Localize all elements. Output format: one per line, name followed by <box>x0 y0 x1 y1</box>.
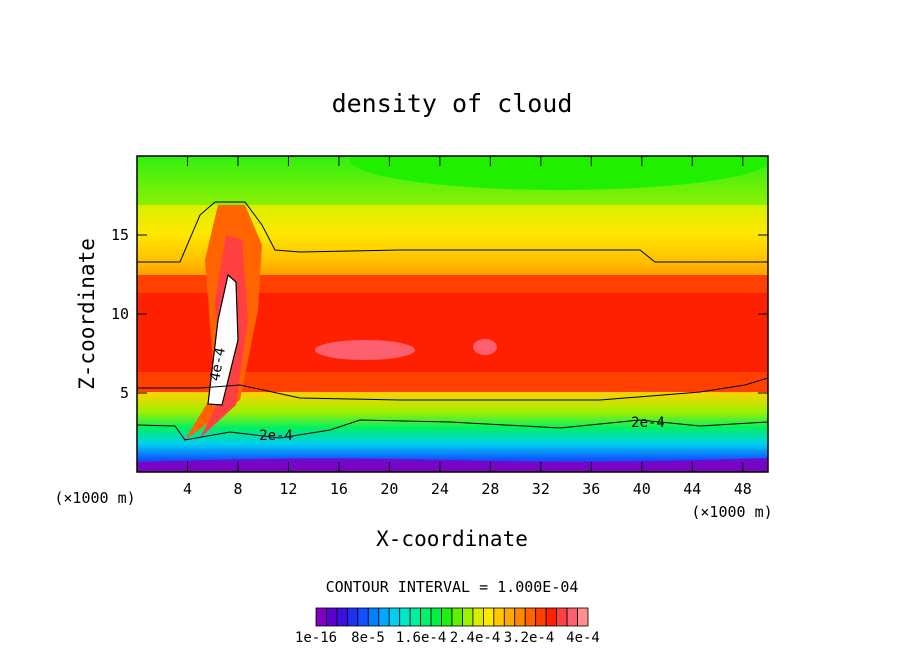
colorbar-swatch <box>503 607 516 627</box>
y-axis-label: Z-coordinate <box>75 238 99 390</box>
x-tick-label: 36 <box>582 480 600 498</box>
chart-title: density of cloud <box>332 89 573 118</box>
field-top-green-patch <box>350 156 768 190</box>
y-axis: 5 10 15 <box>111 226 768 402</box>
colorbar-swatch <box>357 607 369 627</box>
colorbar-swatch <box>378 607 390 627</box>
contour-2e4 <box>137 419 768 441</box>
colorbar-swatch <box>388 607 401 627</box>
y-tick-label: 10 <box>111 305 129 323</box>
x-tick-label: 40 <box>633 480 651 498</box>
x-tick-label: 24 <box>431 480 449 498</box>
x-axis-label: X-coordinate <box>376 527 528 551</box>
field-ground-band <box>137 458 768 472</box>
y-tick-label: 5 <box>120 384 129 402</box>
colorbar-label: 1.6e-4 <box>396 630 447 646</box>
x-tick-label: 32 <box>532 480 550 498</box>
y-tick-label: 15 <box>111 226 129 244</box>
contour-label-group: 4e-4 2e-4 2e-4 <box>207 346 665 444</box>
x-axis: 4 8 12 16 20 24 28 32 36 40 44 48 <box>183 156 752 498</box>
field-core-edge-top <box>137 275 768 293</box>
contour-label-2e4-right: 2e-4 <box>631 415 665 431</box>
x-tick-label: 20 <box>380 480 398 498</box>
colorbar-swatch <box>441 607 453 627</box>
colorbar-label: 4e-4 <box>566 630 600 646</box>
contour-interval-text: CONTOUR INTERVAL = 1.000E-04 <box>326 578 579 596</box>
x-tick-label: 28 <box>481 480 499 498</box>
colorbar-swatch <box>367 607 380 627</box>
x-tick-label: 12 <box>279 480 297 498</box>
colorbar-swatch <box>430 607 442 627</box>
colorbar-label: 8e-5 <box>351 630 385 646</box>
colorbar-swatch <box>472 607 484 627</box>
colorbar-label: 2.4e-4 <box>450 630 501 646</box>
colorbar-label: 1e-16 <box>295 630 337 646</box>
colorbar-labels: 1e-16 8e-5 1.6e-4 2.4e-4 3.2e-4 4e-4 <box>295 630 600 646</box>
colorbar-swatch <box>315 607 327 627</box>
colorbar-swatch <box>420 607 432 627</box>
field-max-core <box>207 273 239 406</box>
colorbar-swatch <box>326 607 338 627</box>
x-tick-label: 4 <box>183 480 192 498</box>
field-core-highlight-2 <box>473 339 497 355</box>
x-tick-label: 16 <box>330 480 348 498</box>
colorbar-swatch <box>482 607 495 627</box>
colorbar-swatch <box>462 607 474 627</box>
colorbar-swatch <box>336 607 348 627</box>
colorbar-swatch <box>556 607 568 627</box>
contour-lower-core <box>137 377 768 401</box>
field-lower <box>137 392 768 472</box>
colorbar-swatch <box>545 607 558 627</box>
x-unit-label-left: (×1000 m) <box>54 489 135 507</box>
x-tick-label: 8 <box>233 480 242 498</box>
colorbar-swatch <box>577 607 589 627</box>
contour-upper <box>137 201 768 263</box>
colorbar-swatch <box>566 607 578 627</box>
colorbar-swatch <box>346 607 359 627</box>
x-unit-label-right: (×1000 m) <box>691 503 772 521</box>
colorbar-swatch <box>514 607 526 627</box>
colorbar-swatch <box>451 607 463 627</box>
plot-area <box>137 156 768 472</box>
contour-label-2e4-left: 2e-4 <box>259 428 293 444</box>
colorbar-label: 3.2e-4 <box>504 630 555 646</box>
x-tick-label: 44 <box>683 480 701 498</box>
colorbar-swatch <box>524 607 537 627</box>
field-core-highlight <box>315 340 415 360</box>
colorbar-swatch <box>493 607 505 627</box>
colorbar <box>315 607 589 627</box>
colorbar-swatch <box>399 607 411 627</box>
colorbar-swatch <box>409 607 422 627</box>
contour-label-4e4: 4e-4 <box>207 346 229 382</box>
x-tick-label: 48 <box>734 480 752 498</box>
colorbar-swatch <box>535 607 547 627</box>
